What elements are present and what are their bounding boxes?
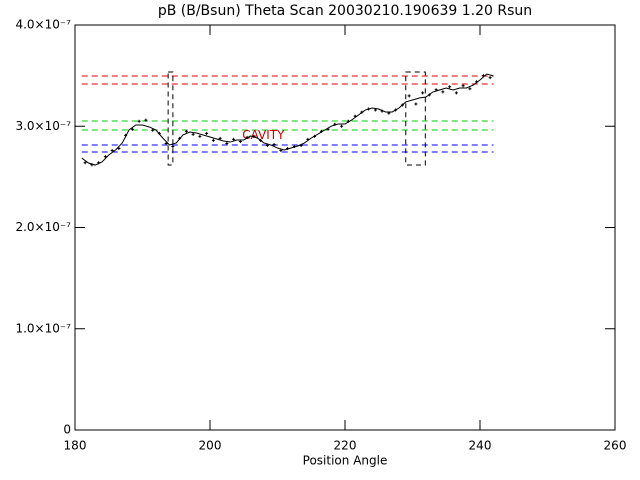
data-point (171, 145, 175, 148)
data-point (191, 132, 195, 136)
data-point (299, 143, 303, 147)
y-tick-label: 4.0×10⁻⁷ (15, 18, 71, 32)
data-point (400, 103, 404, 107)
data-point (83, 161, 87, 165)
data-point (468, 87, 472, 91)
y-tick-label: 3.0×10⁻⁷ (15, 119, 71, 133)
data-point (184, 129, 188, 133)
data-point (360, 110, 364, 114)
x-tick-label: 260 (604, 439, 627, 453)
data-point (97, 161, 101, 165)
data-point (407, 94, 411, 98)
y-tick-label: 2.0×10⁻⁷ (15, 220, 71, 234)
data-point (164, 141, 168, 145)
data-point (313, 134, 317, 138)
data-point (151, 128, 155, 132)
data-point (475, 80, 479, 84)
data-point (205, 131, 209, 135)
data-point (130, 127, 134, 131)
data-point (380, 109, 384, 113)
data-point (137, 119, 141, 123)
region-box (405, 71, 426, 166)
data-point (232, 137, 236, 141)
data-point (211, 138, 215, 142)
data-point (245, 135, 249, 139)
data-point (259, 138, 263, 142)
data-point (346, 119, 350, 123)
data-point (441, 90, 445, 94)
data-point (427, 93, 431, 97)
data-point (292, 145, 296, 148)
data-point (448, 85, 452, 89)
data-point (488, 76, 492, 80)
data-point (117, 147, 121, 151)
data-point (481, 74, 485, 78)
data-point (326, 127, 330, 131)
data-point (306, 137, 310, 141)
data-point (157, 131, 161, 135)
data-point (265, 143, 269, 147)
data-point (178, 136, 182, 140)
data-point (394, 108, 398, 112)
data-point (461, 84, 465, 88)
x-tick-label: 240 (469, 439, 492, 453)
annotation: CAVITY (242, 128, 285, 142)
y-tick-label: 0 (63, 423, 71, 437)
data-point (414, 102, 418, 106)
chart-title: pB (B/Bsun) Theta Scan 20030210.190639 1… (158, 3, 532, 19)
data-point (434, 88, 438, 92)
data-point (198, 134, 202, 138)
data-point (252, 134, 256, 138)
x-tick-label: 200 (199, 439, 222, 453)
data-point (340, 124, 344, 128)
data-point (90, 163, 94, 167)
data-point (238, 139, 242, 143)
data-point (454, 91, 458, 95)
data-point (225, 141, 229, 145)
data-point (373, 108, 377, 112)
data-point (387, 111, 391, 115)
data-point (103, 155, 107, 159)
data-point (353, 114, 357, 118)
y-tick-label: 1.0×10⁻⁷ (15, 321, 71, 335)
region-box (167, 71, 174, 166)
data-point (421, 91, 425, 95)
data-point (144, 118, 148, 122)
x-tick-label: 220 (334, 439, 357, 453)
data-point (333, 122, 337, 126)
data-point (367, 107, 371, 111)
data-point (319, 129, 323, 133)
data-point (218, 136, 222, 140)
data-point (286, 147, 290, 151)
x-tick-label: 180 (64, 439, 87, 453)
data-point (124, 133, 128, 137)
data-point (279, 149, 283, 153)
x-axis-label: Position Angle (303, 454, 388, 468)
data-point (110, 149, 114, 153)
data-point (272, 142, 276, 146)
